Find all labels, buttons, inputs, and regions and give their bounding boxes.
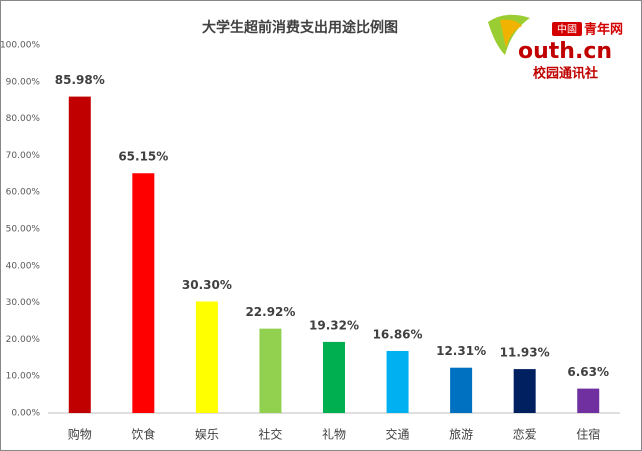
bar bbox=[195, 301, 218, 413]
bar bbox=[323, 341, 345, 413]
y-tick-label: 20.00% bbox=[6, 335, 41, 345]
value-label: 65.15% bbox=[118, 150, 168, 164]
x-tick-label: 娱乐 bbox=[195, 428, 219, 442]
logo-badge-bg bbox=[552, 22, 582, 36]
value-label: 12.31% bbox=[436, 344, 486, 358]
y-tick-label: 100.00% bbox=[0, 41, 40, 51]
y-tick-label: 90.00% bbox=[6, 77, 41, 87]
bar bbox=[513, 369, 536, 413]
y-tick-label: 70.00% bbox=[6, 151, 41, 161]
x-tick-label: 旅游 bbox=[449, 428, 473, 442]
bar bbox=[386, 350, 409, 413]
logo: 中國 青年网 outh.cn 校园通讯社 bbox=[488, 14, 623, 82]
x-tick-label: 恋爱 bbox=[513, 427, 537, 442]
logo-leaf-inner bbox=[500, 19, 522, 48]
logo-tagline: 校园通讯社 bbox=[533, 66, 598, 82]
y-tick-label: 50.00% bbox=[6, 225, 41, 235]
value-label: 85.98% bbox=[55, 73, 105, 87]
y-tick-label: 60.00% bbox=[6, 188, 41, 198]
y-tick-label: 0.00% bbox=[11, 409, 40, 419]
bar bbox=[577, 388, 600, 413]
x-tick-label: 购物 bbox=[68, 427, 92, 442]
value-label: 6.63% bbox=[567, 365, 609, 379]
bar bbox=[132, 173, 155, 413]
x-tick-label: 住宿 bbox=[576, 427, 600, 442]
y-tick-label: 10.00% bbox=[6, 372, 41, 382]
chart-title: 大学生超前消费支出用途比例图 bbox=[202, 19, 398, 36]
y-tick-label: 40.00% bbox=[6, 261, 41, 271]
logo-badge: 中國 bbox=[557, 23, 577, 36]
value-label: 19.32% bbox=[309, 318, 359, 332]
logo-domain: outh.cn bbox=[518, 39, 612, 64]
value-label: 22.92% bbox=[245, 305, 295, 319]
bar bbox=[259, 328, 282, 413]
x-tick-label: 礼物 bbox=[322, 427, 346, 442]
y-tick-label: 80.00% bbox=[6, 114, 41, 124]
y-tick-label: 30.00% bbox=[6, 298, 41, 308]
x-tick-label: 交通 bbox=[386, 427, 410, 442]
bar bbox=[450, 367, 473, 413]
value-label: 30.30% bbox=[182, 278, 232, 292]
logo-name: 青年网 bbox=[584, 22, 623, 38]
bar bbox=[68, 96, 91, 413]
value-label: 11.93% bbox=[500, 346, 550, 360]
value-label: 16.86% bbox=[373, 327, 423, 341]
x-tick-label: 饮食 bbox=[131, 427, 155, 442]
x-tick-label: 社交 bbox=[258, 427, 282, 442]
